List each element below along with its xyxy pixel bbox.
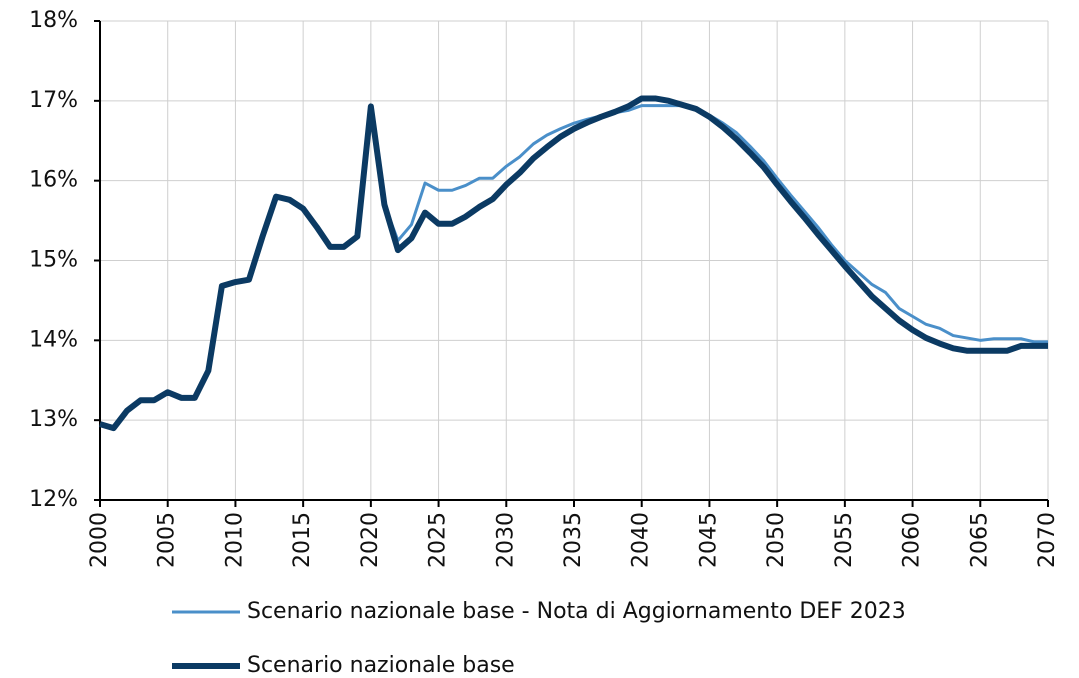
- x-tick-label: 2055: [832, 512, 857, 568]
- y-tick-label: 14%: [29, 327, 78, 352]
- y-tick-label: 12%: [29, 487, 78, 512]
- y-tick-label: 13%: [29, 407, 78, 432]
- x-tick-label: 2060: [900, 512, 925, 568]
- x-tick-label: 2020: [358, 512, 383, 568]
- x-tick-label: 2000: [87, 512, 112, 568]
- x-tick-label: 2030: [493, 512, 518, 568]
- x-tick-label: 2065: [967, 512, 992, 568]
- x-tick-label: 2070: [1035, 512, 1060, 568]
- x-tick-label: 2045: [696, 512, 721, 568]
- x-tick-label: 2010: [222, 512, 247, 568]
- x-tick-label: 2005: [155, 512, 180, 568]
- y-tick-label: 18%: [29, 8, 78, 33]
- y-tick-label: 17%: [29, 88, 78, 113]
- x-tick-label: 2015: [290, 512, 315, 568]
- x-tick-label: 2035: [561, 512, 586, 568]
- line-series: [99, 95, 1048, 432]
- legend-label: Scenario nazionale base: [247, 653, 515, 678]
- x-tick-label: 2025: [426, 512, 451, 568]
- y-tick-label: 15%: [29, 248, 78, 273]
- x-tick-label: 2040: [629, 512, 654, 568]
- x-tick-label: 2050: [764, 512, 789, 568]
- y-tick-label: 16%: [29, 168, 78, 193]
- legend-label: Scenario nazionale base - Nota di Aggior…: [247, 599, 906, 624]
